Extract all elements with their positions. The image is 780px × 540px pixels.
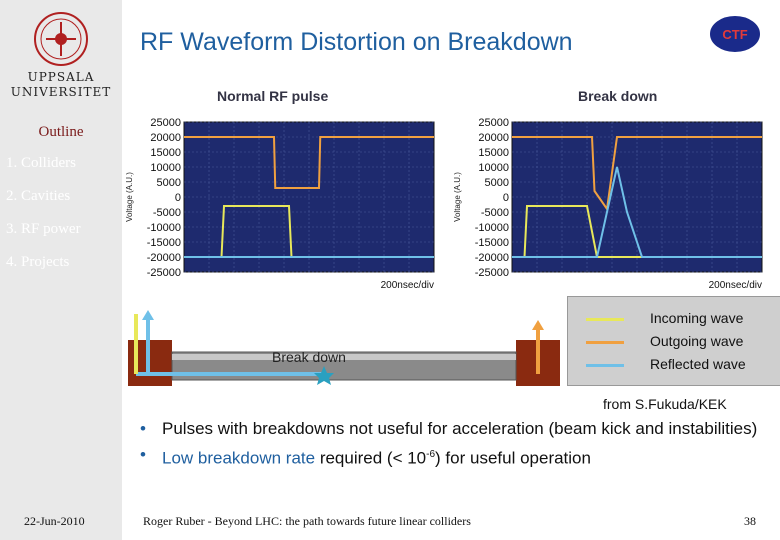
bullet-list: Pulses with breakdowns not useful for ac… xyxy=(140,418,760,469)
bullet-highlight: Low breakdown rate xyxy=(162,448,316,468)
university-seal-icon xyxy=(34,12,88,66)
series-line xyxy=(184,136,434,189)
series-line xyxy=(512,136,762,212)
university-name: UPPSALA UNIVERSITET xyxy=(0,70,122,100)
y-tick-label: 25000 xyxy=(478,117,509,129)
chart-title-breakdown: Break down xyxy=(578,88,658,104)
y-tick-label: 20000 xyxy=(150,132,181,144)
outline-title[interactable]: Outline xyxy=(38,124,84,140)
bullet-text: required (< 10 xyxy=(315,448,427,468)
sidebar-item-cavities[interactable]: 2. Cavities xyxy=(6,188,70,205)
y-tick-label: -15000 xyxy=(147,237,181,249)
sidebar-item-label: 1. Colliders xyxy=(6,155,76,171)
normal-rf-pulse-chart: Voltage (A.U.) 25000 20000 15000 10000 5000 0 -… xyxy=(125,117,435,291)
legend-label-reflected: Reflected wave xyxy=(650,356,746,372)
sidebar-item-projects[interactable]: 4. Projects xyxy=(6,254,69,271)
y-tick-label: 5000 xyxy=(485,177,509,189)
y-tick-label: -20000 xyxy=(475,252,509,264)
y-tick-label: -15000 xyxy=(475,237,509,249)
y-tick-label: 15000 xyxy=(150,147,181,159)
sidebar-item-rf-power[interactable]: 3. RF power xyxy=(6,221,81,238)
legend: Incoming wave Outgoing wave Reflected wa… xyxy=(567,296,780,386)
bullet-superscript: -6 xyxy=(426,449,436,460)
page-number: 38 xyxy=(744,514,756,528)
y-tick-label: 25000 xyxy=(150,117,181,129)
legend-label-outgoing: Outgoing wave xyxy=(650,333,744,349)
y-tick-label: -5000 xyxy=(153,207,181,219)
sidebar: UPPSALA UNIVERSITET Outline 1. Colliders… xyxy=(0,0,122,540)
series-line xyxy=(512,166,762,258)
y-axis-label: Voltage (A.U.) xyxy=(125,172,134,222)
y-tick-label: 10000 xyxy=(150,162,181,174)
y-tick-label: 0 xyxy=(175,192,181,204)
slide-title: RF Waveform Distortion on Breakdown xyxy=(140,28,573,56)
y-tick-label: 0 xyxy=(503,192,509,204)
y-tick-label: -25000 xyxy=(475,267,509,279)
legend-swatch-outgoing xyxy=(586,341,624,344)
bullet-item: Low breakdown rate required (< 10-6) for… xyxy=(140,444,760,469)
y-tick-label: 5000 xyxy=(157,177,181,189)
bullet-text: Pulses with breakdowns not useful for ac… xyxy=(162,419,758,438)
y-tick-label: 10000 xyxy=(478,162,509,174)
logo-text: CTF xyxy=(722,27,747,42)
university-line1: UPPSALA xyxy=(27,70,95,84)
y-tick-label: 15000 xyxy=(478,147,509,159)
breakdown-chart: Voltage (A.U.) 25000 20000 15000 10000 5000 0 -… xyxy=(453,117,763,291)
x-axis-label: 200nsec/div xyxy=(709,280,762,291)
sidebar-item-colliders[interactable]: 1. Colliders xyxy=(6,155,76,172)
waveguide-diagram: Break down xyxy=(128,310,560,386)
y-axis-label: Voltage (A.U.) xyxy=(453,172,462,222)
footer-date: 22-Jun-2010 xyxy=(24,514,85,528)
y-tick-label: -10000 xyxy=(147,222,181,234)
bullet-text: ) for useful operation xyxy=(435,448,591,468)
y-tick-label: -5000 xyxy=(481,207,509,219)
university-line2: UNIVERSITET xyxy=(10,85,112,99)
y-tick-label: -20000 xyxy=(147,252,181,264)
image-credit: from S.Fukuda/KEK xyxy=(603,396,727,412)
ctf-logo-icon: CTF xyxy=(708,14,762,54)
y-tick-label: -25000 xyxy=(147,267,181,279)
x-axis-label: 200nsec/div xyxy=(381,280,434,291)
sidebar-item-label: 2. Cavities xyxy=(6,188,71,204)
legend-label-incoming: Incoming wave xyxy=(650,310,744,326)
breakdown-star-icon xyxy=(314,366,334,385)
legend-swatch-reflected xyxy=(586,364,624,367)
sidebar-item-label: 4. Projects xyxy=(6,254,70,270)
bullet-item: Pulses with breakdowns not useful for ac… xyxy=(140,418,760,439)
legend-swatch-incoming xyxy=(586,318,624,321)
y-tick-label: -10000 xyxy=(475,222,509,234)
chart-title-normal: Normal RF pulse xyxy=(217,88,329,104)
breakdown-label: Break down xyxy=(272,349,346,365)
y-tick-label: 20000 xyxy=(478,132,509,144)
footer-text: Roger Ruber - Beyond LHC: the path towar… xyxy=(143,514,471,528)
sidebar-item-label: 3. RF power xyxy=(6,221,81,237)
